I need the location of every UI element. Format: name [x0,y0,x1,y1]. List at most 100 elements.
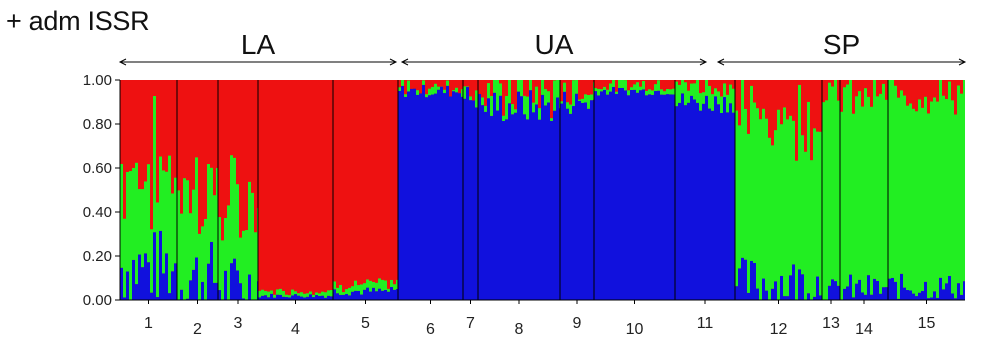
bar-segment-blue [339,294,342,300]
bar-segment-blue [135,284,138,300]
bar-segment-green [147,164,150,263]
bar-segment-blue [816,276,819,300]
bar-segment-green [780,124,783,276]
population-label: 6 [426,321,435,338]
bar-segment-blue [490,115,493,301]
bar-segment-green [738,125,741,269]
bar-segment-blue [705,95,708,300]
bar-segment-blue [603,89,606,300]
bar-segment-green [132,167,135,260]
bar-segment-blue [493,92,496,300]
bar-segment-green [702,92,705,104]
bar-segment-green [939,80,942,278]
bar-segment-blue [282,296,285,300]
bar-segment-green [747,133,750,293]
region-label: UA [535,29,574,60]
bar-segment-blue [960,294,963,300]
bar-segment-green [387,288,390,292]
bar-segment-blue [738,268,741,300]
bar-segment-green [572,80,575,107]
bar-segment-blue [458,93,461,301]
bar-segment-green [909,103,912,291]
population-label: 4 [291,321,300,338]
bar-segment-green [903,95,906,288]
bar-segment-blue [348,295,351,300]
bar-segment-green [153,96,156,233]
bar-segment-blue [666,94,669,300]
bar-segment-green [431,86,434,95]
bar-segment-green [357,285,360,291]
bar-segment-green [294,291,297,295]
bar-segment-green [282,290,285,297]
bar-segment-green [469,96,472,101]
bar-segment-green [345,289,348,294]
bar-segment-green [873,80,876,279]
bar-segment-green [663,91,666,95]
population-label: 13 [822,315,840,332]
y-tick-label: 0.40 [83,204,112,221]
bar-segment-green [804,151,807,300]
bar-segment-green [897,97,900,299]
bar-segment-green [461,89,463,97]
bar-segment-blue [843,288,846,300]
bar-segment-green [120,163,123,268]
bar-segment-green [783,107,786,297]
bar-segment-green [693,83,696,100]
bar-segment-blue [514,112,517,301]
bar-segment-blue [496,110,499,300]
bar-segment-blue [126,271,129,300]
bar-segment-blue [681,93,684,301]
bar-segment-blue [594,91,597,300]
bar-segment-green [624,80,627,91]
bar-segment-blue [729,103,732,300]
bar-segment-blue [378,288,381,300]
bar-segment-green [165,171,168,254]
bar-segment-green [945,99,948,284]
bar-segment-green [129,170,132,300]
bar-segment-blue [807,293,810,300]
bar-segment-blue [520,96,523,300]
bar-segment-blue [711,110,714,301]
bar-segment-green [529,80,532,91]
bar-segment-green [523,95,526,115]
bar-segment-green [254,232,257,300]
bar-segment-green [171,193,174,272]
bar-segment-green [735,110,738,287]
bar-segment-blue [138,254,141,300]
bar-segment-blue [195,257,198,300]
bar-segment-green [828,82,831,286]
bar-segment-green [681,80,684,94]
bar-segment-blue [452,91,455,300]
bar-segment-blue [147,262,150,300]
bar-segment-blue [342,294,345,300]
bar-segment-green [227,205,230,300]
bar-segment-green [351,286,354,292]
bar-segment-blue [315,295,318,300]
population-label: 15 [918,315,936,332]
bar-segment-green [894,85,897,282]
bar-segment-blue [481,105,484,300]
bar-segment-green [639,86,642,91]
bar-segment-green [687,90,690,103]
bar-segment-blue [410,88,413,300]
bar-segment-green [291,289,294,296]
y-tick-label: 0.80 [83,116,112,133]
bar-segment-green [216,168,218,283]
bar-segment-blue [575,93,578,301]
bar-segment-green [123,218,126,298]
bar-segment-blue [553,110,556,300]
bar-segment-blue [201,281,204,300]
bar-segment-blue [750,260,753,300]
bar-segment-blue [258,297,261,300]
bar-segment-green [861,106,864,293]
bar-segment-blue [478,94,481,301]
bar-segment-blue [300,296,303,300]
bar-segment-green [309,291,312,295]
bar-segment-green [141,189,144,268]
bar-segment-blue [942,289,945,300]
bar-segment-blue [642,89,645,301]
bar-segment-blue [912,293,915,300]
bar-segment-blue [747,292,750,300]
bar-segment-green [957,85,960,284]
bar-segment-green [126,171,129,272]
